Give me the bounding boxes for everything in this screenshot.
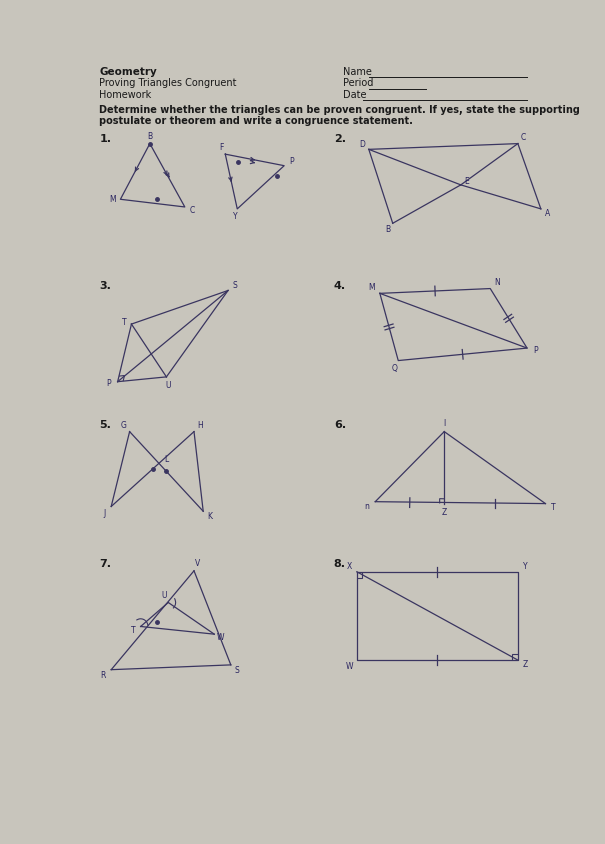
Text: F: F — [220, 143, 224, 152]
Text: Geometry: Geometry — [99, 67, 157, 77]
Text: T: T — [551, 503, 556, 512]
Text: N: N — [494, 279, 500, 287]
Text: U: U — [162, 592, 168, 600]
Text: B: B — [147, 133, 152, 142]
Text: H: H — [198, 421, 203, 430]
Text: 7.: 7. — [99, 560, 111, 570]
Text: 8.: 8. — [334, 560, 346, 570]
Text: L: L — [164, 455, 168, 464]
Text: B: B — [385, 225, 391, 235]
Text: Y: Y — [233, 212, 238, 221]
Text: S: S — [235, 666, 240, 675]
Text: S: S — [232, 281, 237, 290]
Text: X: X — [347, 562, 352, 571]
Text: I: I — [443, 419, 445, 429]
Text: R: R — [100, 671, 106, 680]
Text: D: D — [359, 140, 365, 149]
Text: 6.: 6. — [334, 420, 346, 430]
Text: Date: Date — [343, 89, 367, 100]
Text: 5.: 5. — [99, 420, 111, 430]
Text: 1.: 1. — [99, 134, 111, 144]
Text: T: T — [122, 317, 126, 327]
Text: 2.: 2. — [334, 134, 346, 144]
Text: G: G — [120, 421, 126, 430]
Text: Determine whether the triangles can be proven congruent. If yes, state the suppo: Determine whether the triangles can be p… — [99, 106, 580, 115]
Text: C: C — [521, 133, 526, 143]
Text: W: W — [217, 632, 224, 641]
Text: Name: Name — [343, 67, 372, 77]
Text: T: T — [131, 625, 136, 635]
Text: M: M — [110, 195, 116, 203]
Text: P: P — [533, 346, 538, 355]
Text: C: C — [189, 206, 195, 215]
Text: U: U — [166, 381, 171, 390]
Text: postulate or theorem and write a congruence statement.: postulate or theorem and write a congrue… — [99, 116, 413, 126]
Text: W: W — [345, 663, 353, 671]
Text: P: P — [289, 157, 294, 166]
Text: 4.: 4. — [334, 281, 346, 291]
Text: Q: Q — [391, 364, 397, 373]
Text: P: P — [106, 379, 111, 388]
Text: M: M — [368, 283, 375, 292]
Text: Z: Z — [442, 508, 447, 517]
Text: Y: Y — [523, 562, 528, 571]
Text: Homework: Homework — [99, 89, 151, 100]
Text: n: n — [365, 502, 370, 511]
Text: Z: Z — [523, 660, 528, 669]
Text: Proving Triangles Congruent: Proving Triangles Congruent — [99, 78, 237, 89]
Text: A: A — [544, 209, 550, 219]
Text: 3.: 3. — [99, 281, 111, 291]
Text: K: K — [207, 511, 212, 521]
Text: J: J — [103, 509, 106, 517]
Text: Period: Period — [343, 78, 373, 89]
Text: E: E — [464, 176, 469, 186]
Text: V: V — [195, 559, 200, 568]
